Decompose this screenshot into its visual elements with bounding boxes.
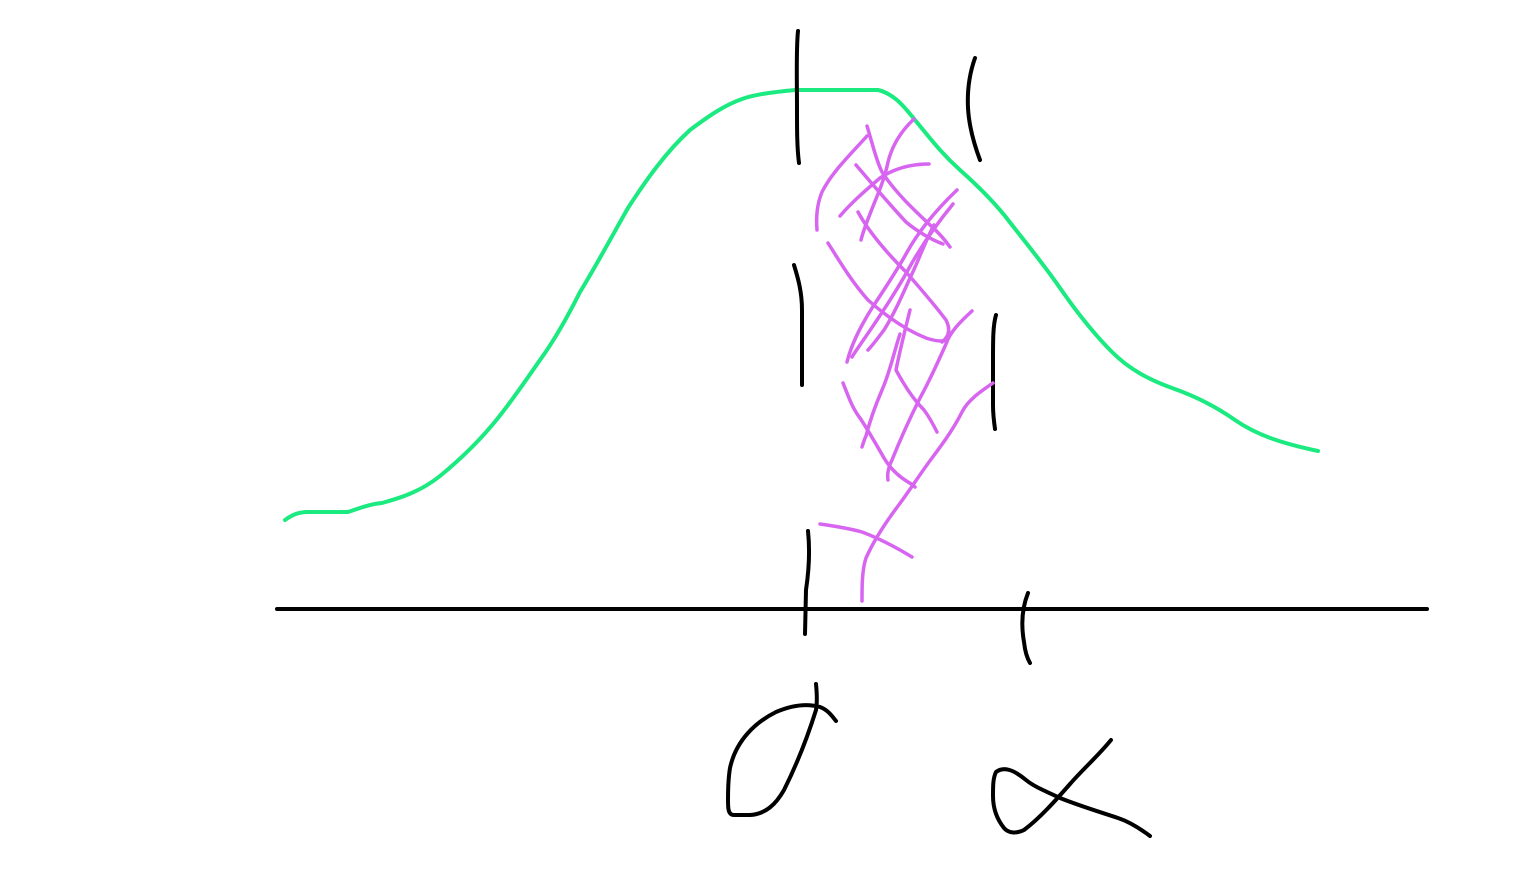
hatch-stroke [814,134,869,232]
right-dashed-line-middle [991,313,998,431]
hatch-stroke [845,188,959,364]
hatch-stroke [841,381,917,489]
alpha-symbol-label-right [991,738,1152,838]
hatch-stroke [854,163,945,246]
right-dashed-line-bottom [1020,591,1032,665]
hatch-stroke [865,124,952,249]
hatch-stroke [859,117,916,242]
hatch-stroke [838,162,931,218]
hatch-stroke [894,308,939,434]
left-dashed-line-top [794,29,801,165]
hatch-stroke [818,522,914,559]
right-dashed-line-top [965,56,982,162]
left-dashed-line-middle [792,263,804,387]
left-dashed-line-bottom [803,529,812,636]
hatch-stroke [860,381,995,603]
hatch-stroke [860,332,902,449]
shaded-region [814,117,995,603]
hatch-stroke [826,241,949,343]
hatch-stroke [856,210,951,344]
bell-curve [283,88,1320,522]
greek-symbol-label-left [726,682,838,817]
hatch-stroke [866,223,936,352]
